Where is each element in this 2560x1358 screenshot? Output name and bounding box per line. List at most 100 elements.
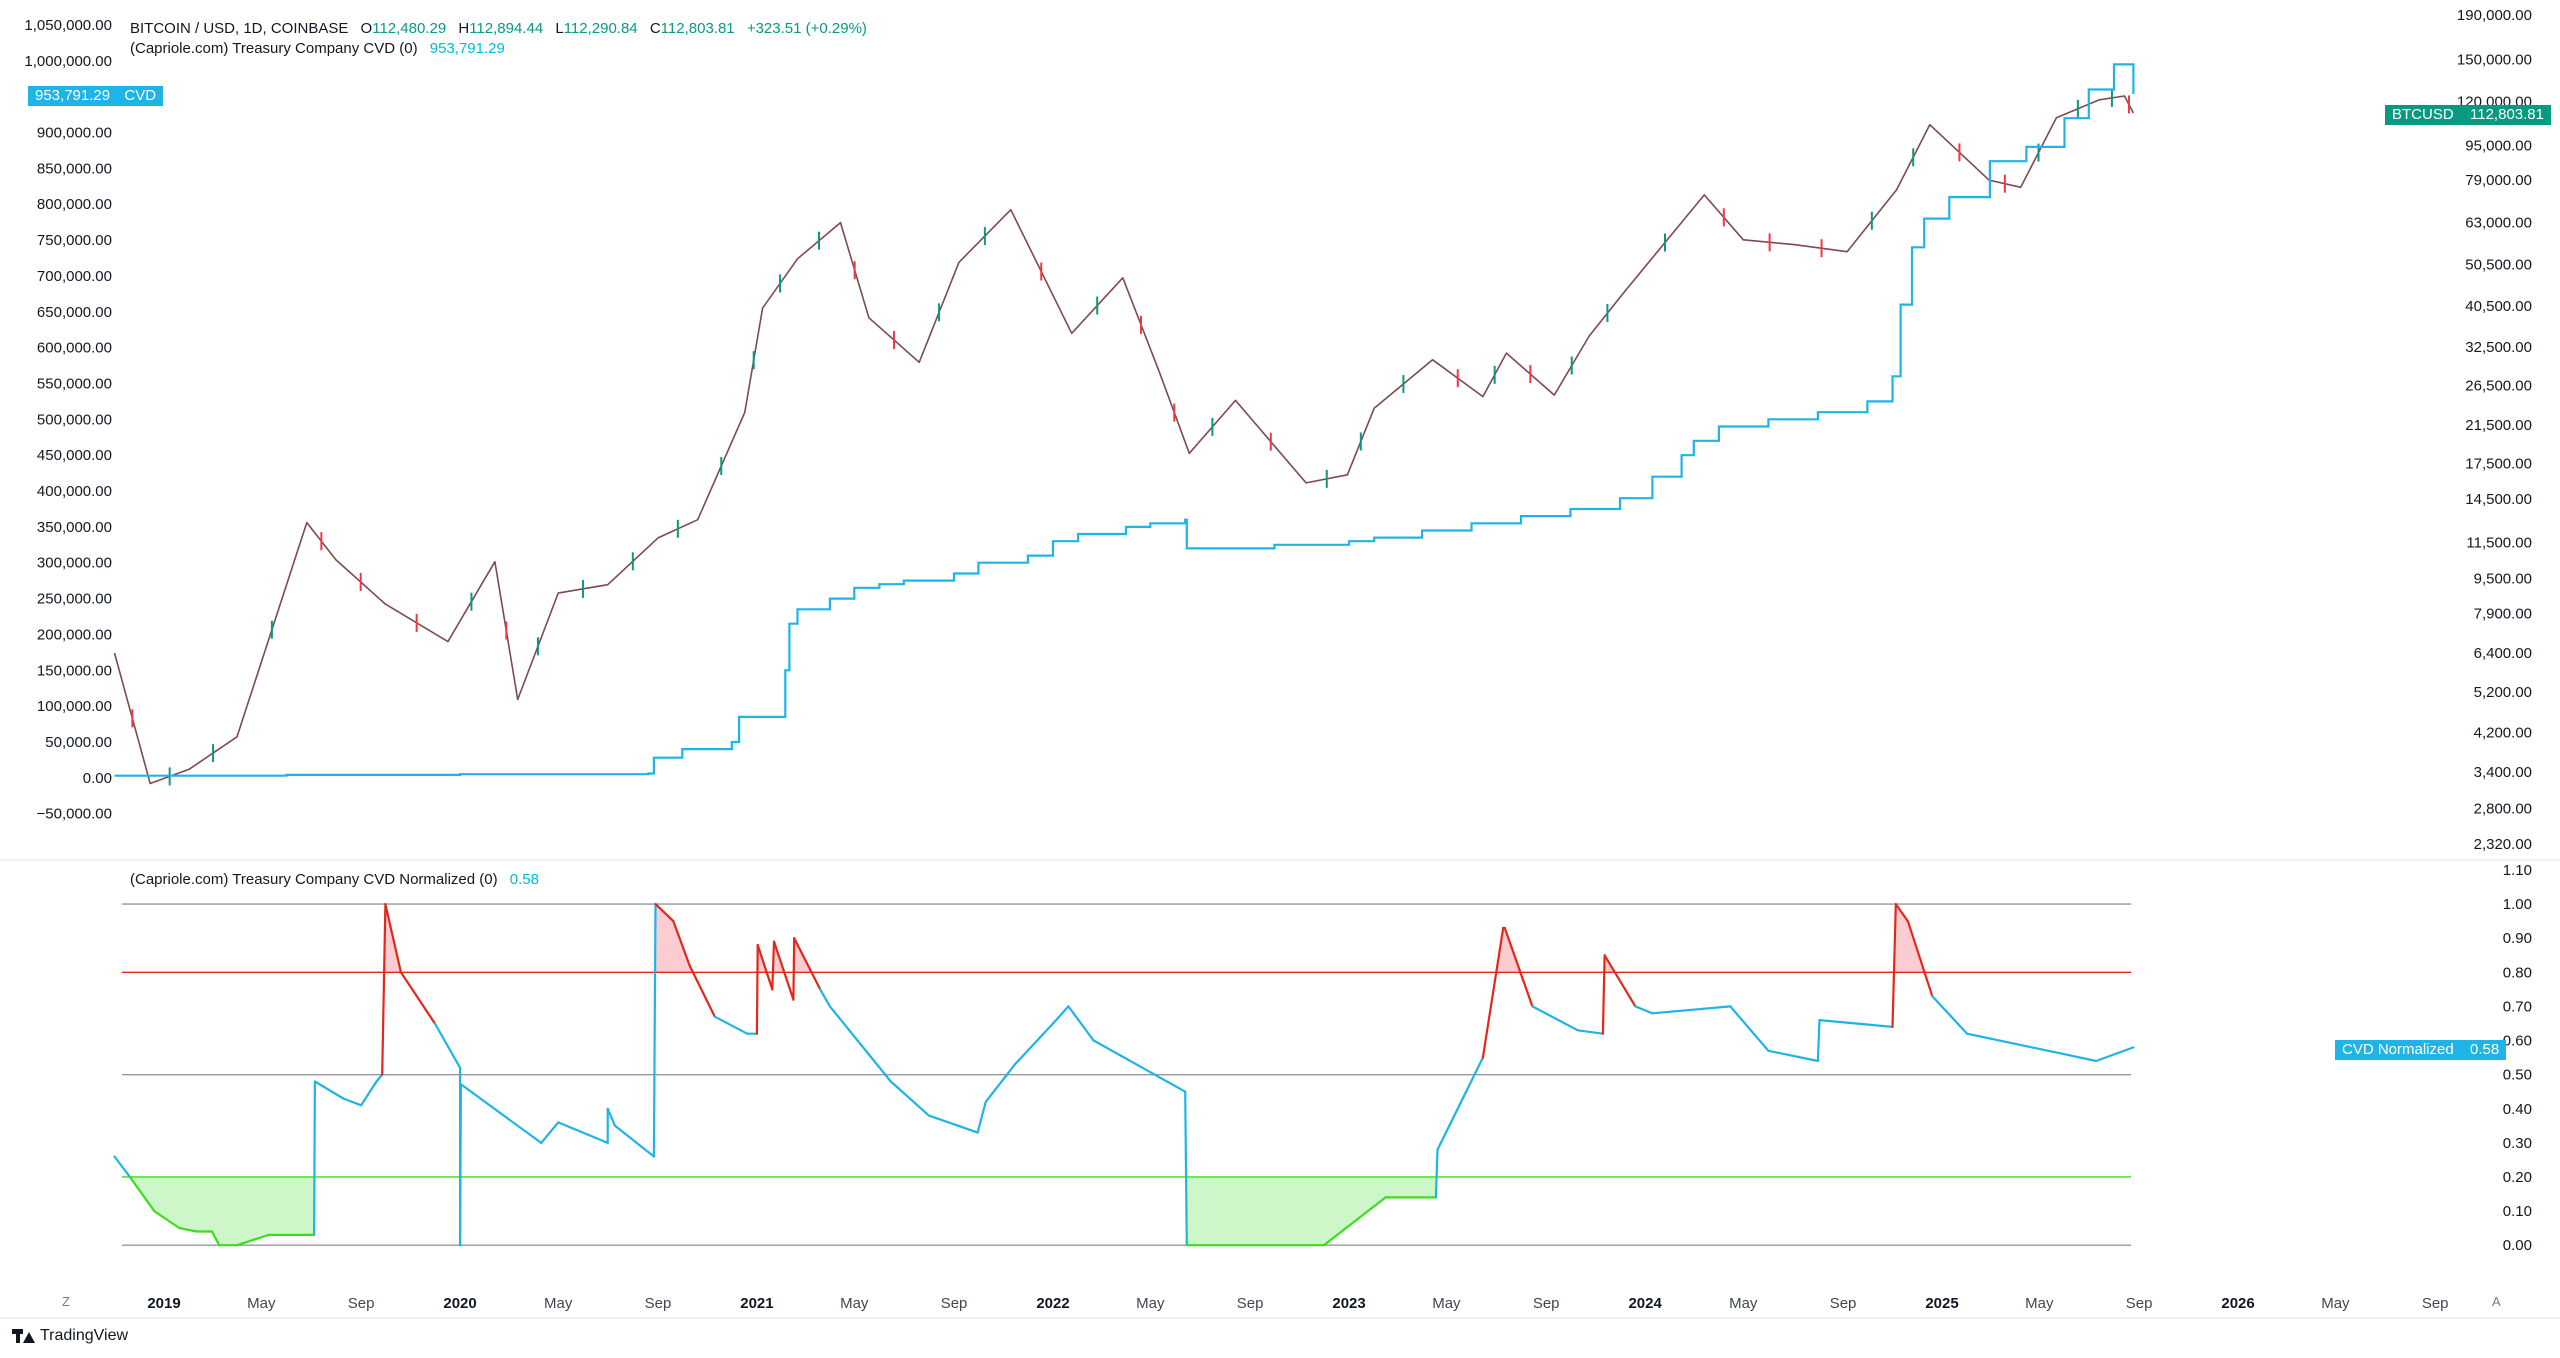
cvd-value-tag: 953,791.29 CVD (28, 86, 164, 106)
cvd-normalized-segment (459, 1083, 462, 1247)
left-axis-tick: 1,050,000.00 (24, 17, 112, 34)
right-axis-tick: 190,000.00 (2457, 7, 2532, 24)
cvd-normalized-segment (889, 1080, 931, 1117)
left-axis-tick: 850,000.00 (37, 160, 112, 177)
cvd-normalized-segment (1013, 1022, 1055, 1066)
right-axis-tick: 150,000.00 (2457, 51, 2532, 68)
cvd-normalized-segment (342, 1097, 363, 1107)
cvd-normalized-segment (1891, 902, 1897, 1029)
cvd-normalized-segment (153, 1209, 181, 1230)
symbol-title[interactable]: BITCOIN / USD, 1D, COINBASE (130, 20, 349, 37)
auto-scale-button[interactable]: A (2492, 1294, 2501, 1309)
open-value: 112,480.29 (372, 20, 447, 37)
time-axis-label: 2025 (1925, 1295, 1958, 1312)
cvd-normalized-segment (313, 1080, 345, 1100)
indicator-title[interactable]: (Capriole.com) Treasury Company CVD (0) (130, 40, 418, 57)
time-axis-label: Sep (645, 1295, 672, 1312)
indicator-value: 953,791.29 (429, 40, 505, 57)
cvd-normalized-segment (399, 971, 436, 1025)
cvd-normalized-segment (1531, 1005, 1579, 1032)
time-axis-label: 2020 (443, 1295, 476, 1312)
right-axis-tick: 17,500.00 (2465, 456, 2532, 473)
cvd-normalized-segment (1184, 1090, 1188, 1247)
cvd-normalized-segment (1503, 926, 1534, 1008)
high-label: H (458, 20, 470, 37)
cvd-normalized-segment (1434, 1148, 1439, 1199)
right-axis-tick: 40,500.00 (2465, 298, 2532, 315)
right-axis-tick: 4,200.00 (2474, 724, 2532, 741)
indicator2-legend: (Capriole.com) Treasury Company CVD Norm… (130, 870, 539, 890)
norm-axis-tick: 1.10 (2503, 862, 2532, 879)
cvd-normalized-segment (1436, 1056, 1485, 1151)
time-axis-label: Sep (2422, 1295, 2449, 1312)
cvd-line (114, 63, 2135, 777)
cvd-normalized-segment (828, 1005, 892, 1083)
left-axis-tick: 700,000.00 (37, 268, 112, 285)
right-axis-tick: 32,500.00 (2465, 339, 2532, 356)
norm-axis-tick: 0.90 (2503, 930, 2532, 947)
cvd-normalized-segment (1894, 902, 1910, 923)
left-axis-tick: 50,000.00 (45, 734, 112, 751)
right-axis-tick: 50,500.00 (2465, 256, 2532, 273)
btc-tag-label: BTCUSD (2392, 106, 2454, 123)
tradingview-icon (12, 1329, 35, 1343)
cvd-normalized-segment (792, 937, 796, 1001)
time-axis-label: Sep (2126, 1295, 2153, 1312)
cvd-normalized-segment (772, 940, 795, 1001)
cvd-normalized-segment (210, 1230, 221, 1247)
tradingview-logo[interactable]: TradingView (12, 1327, 128, 1345)
change-value: +323.51 (+0.29%) (746, 20, 867, 37)
right-axis-tick: 3,400.00 (2474, 764, 2532, 781)
cvd-normalized-segment (557, 1121, 609, 1145)
cvd-normalized-segment (235, 1233, 270, 1247)
norm-axis-tick: 0.20 (2503, 1169, 2532, 1186)
left-axis-tick: 150,000.00 (37, 662, 112, 679)
cvd-normalized-segment (375, 1073, 384, 1083)
time-axis-label: May (2025, 1295, 2054, 1312)
cvd-normalized-segment (1906, 920, 1934, 998)
left-axis-tick: 300,000.00 (37, 555, 112, 572)
cvd-normalized-segment (113, 1155, 131, 1179)
cvd-normalized-segment (793, 937, 822, 991)
cvd-normalized-segment (2095, 1046, 2135, 1063)
norm-axis-tick: 1.00 (2503, 896, 2532, 913)
indicator2-value: 0.58 (509, 871, 539, 888)
norm-axis-tick: 0.50 (2503, 1067, 2532, 1084)
right-axis-tick: 7,900.00 (2474, 605, 2532, 622)
cvd-normalized-segment (360, 1080, 378, 1107)
left-axis-tick: 100,000.00 (37, 698, 112, 715)
time-axis-label: Sep (941, 1295, 968, 1312)
norm-axis-tick: 0.80 (2503, 964, 2532, 981)
close-label: C (649, 20, 661, 37)
cvd-normalized-segment (1601, 954, 1606, 1035)
time-axis-label: May (544, 1295, 573, 1312)
norm-axis-tick: 0.40 (2503, 1101, 2532, 1118)
cvd-normalized-segment (1322, 1196, 1387, 1247)
cvd-normalized-segment (1651, 1005, 1732, 1015)
time-axis-label: Sep (1533, 1295, 1560, 1312)
cvd-normalized-segment (1051, 1005, 1070, 1025)
cvd-normalized-segment (672, 920, 691, 967)
time-axis-label: 2026 (2221, 1295, 2254, 1312)
norm-axis-tick: 0.30 (2503, 1135, 2532, 1152)
indicator2-title[interactable]: (Capriole.com) Treasury Company CVD Norm… (130, 871, 498, 888)
time-axis-label: Sep (1237, 1295, 1264, 1312)
zoom-reset-button[interactable]: Z (62, 1294, 70, 1309)
cvd-normalized-segment (2063, 1053, 2098, 1063)
left-axis-tick: 250,000.00 (37, 591, 112, 608)
cvd-normalized-segment (1729, 1005, 1770, 1052)
low-label: L (555, 20, 564, 37)
time-axis-label: 2021 (740, 1295, 773, 1312)
cvd-normalized-segment (433, 1022, 462, 1069)
left-axis-tick: 650,000.00 (37, 304, 112, 321)
cvd-normalized-segment (313, 1080, 316, 1237)
time-axis-label: 2022 (1036, 1295, 1069, 1312)
left-axis-tick: −50,000.00 (37, 806, 113, 823)
cvd-tag-value: 953,791.29 (35, 87, 111, 104)
indicator-legend: (Capriole.com) Treasury Company CVD (0) … (130, 39, 505, 59)
cvd-normalized-segment (1931, 995, 1969, 1035)
left-axis-tick: 500,000.00 (37, 411, 112, 428)
norm-axis-tick: 0.60 (2503, 1033, 2532, 1050)
cvd-normalized-segment (984, 1063, 1017, 1104)
